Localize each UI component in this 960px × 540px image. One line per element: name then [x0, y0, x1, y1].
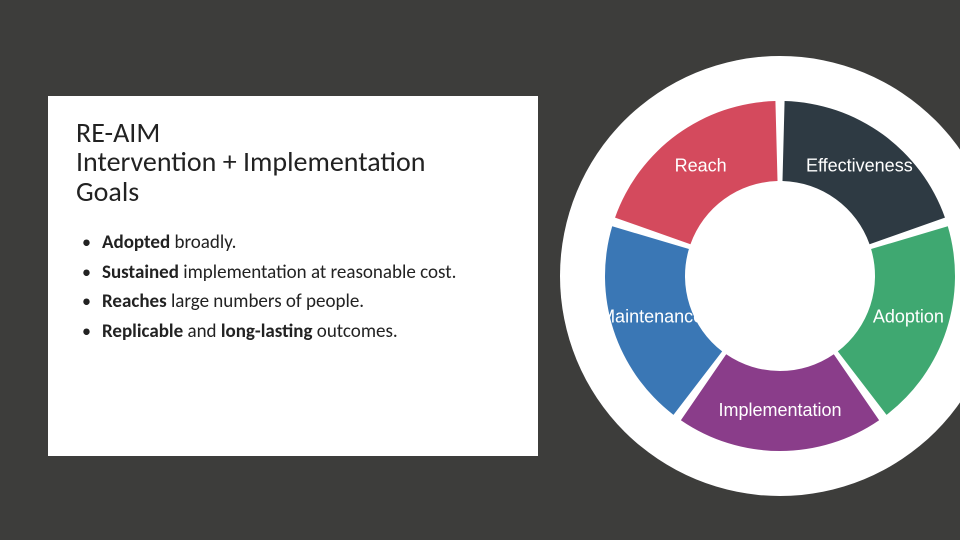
donut-svg: Reach Effectiveness Adoption Implementation… [560, 56, 960, 496]
donut-label-reach: Reach [675, 156, 727, 176]
bullet-text: large numbers of people. [167, 290, 364, 313]
slide-title: RE-AIM Intervention + Implementation Goa… [76, 118, 510, 206]
bullet-text: outcomes. [313, 320, 398, 343]
donut-label-adoption: Adoption [873, 306, 944, 326]
bullet-bold: Sustained [102, 261, 179, 284]
donut-label-effectiveness: Effectiveness [806, 156, 913, 176]
bullet-bold: long-lasting [221, 320, 313, 343]
bullet-text: broadly. [170, 231, 236, 254]
bullet-item: Sustained implementation at reasonable c… [82, 260, 510, 286]
bullet-item: Replicable and long-lasting outcomes. [82, 319, 510, 345]
donut-label-implementation: Implementation [718, 400, 841, 420]
bullet-bold: Reaches [102, 290, 167, 313]
bullet-item: Adopted broadly. [82, 230, 510, 256]
bullet-bold: Adopted [102, 231, 170, 254]
bullet-text: and [183, 320, 221, 343]
bullet-text: implementation at reasonable cost. [179, 261, 456, 284]
bullet-item: Reaches large numbers of people. [82, 289, 510, 315]
bullet-list: Adopted broadly. Sustained implementatio… [76, 230, 510, 345]
donut-label-maintenance: Maintenance [600, 306, 703, 326]
title-line-3: Goals [76, 174, 139, 209]
bullet-bold: Replicable [102, 320, 183, 343]
reaim-donut-chart: Reach Effectiveness Adoption Implementation… [560, 56, 960, 496]
text-panel: RE-AIM Intervention + Implementation Goa… [48, 96, 538, 456]
